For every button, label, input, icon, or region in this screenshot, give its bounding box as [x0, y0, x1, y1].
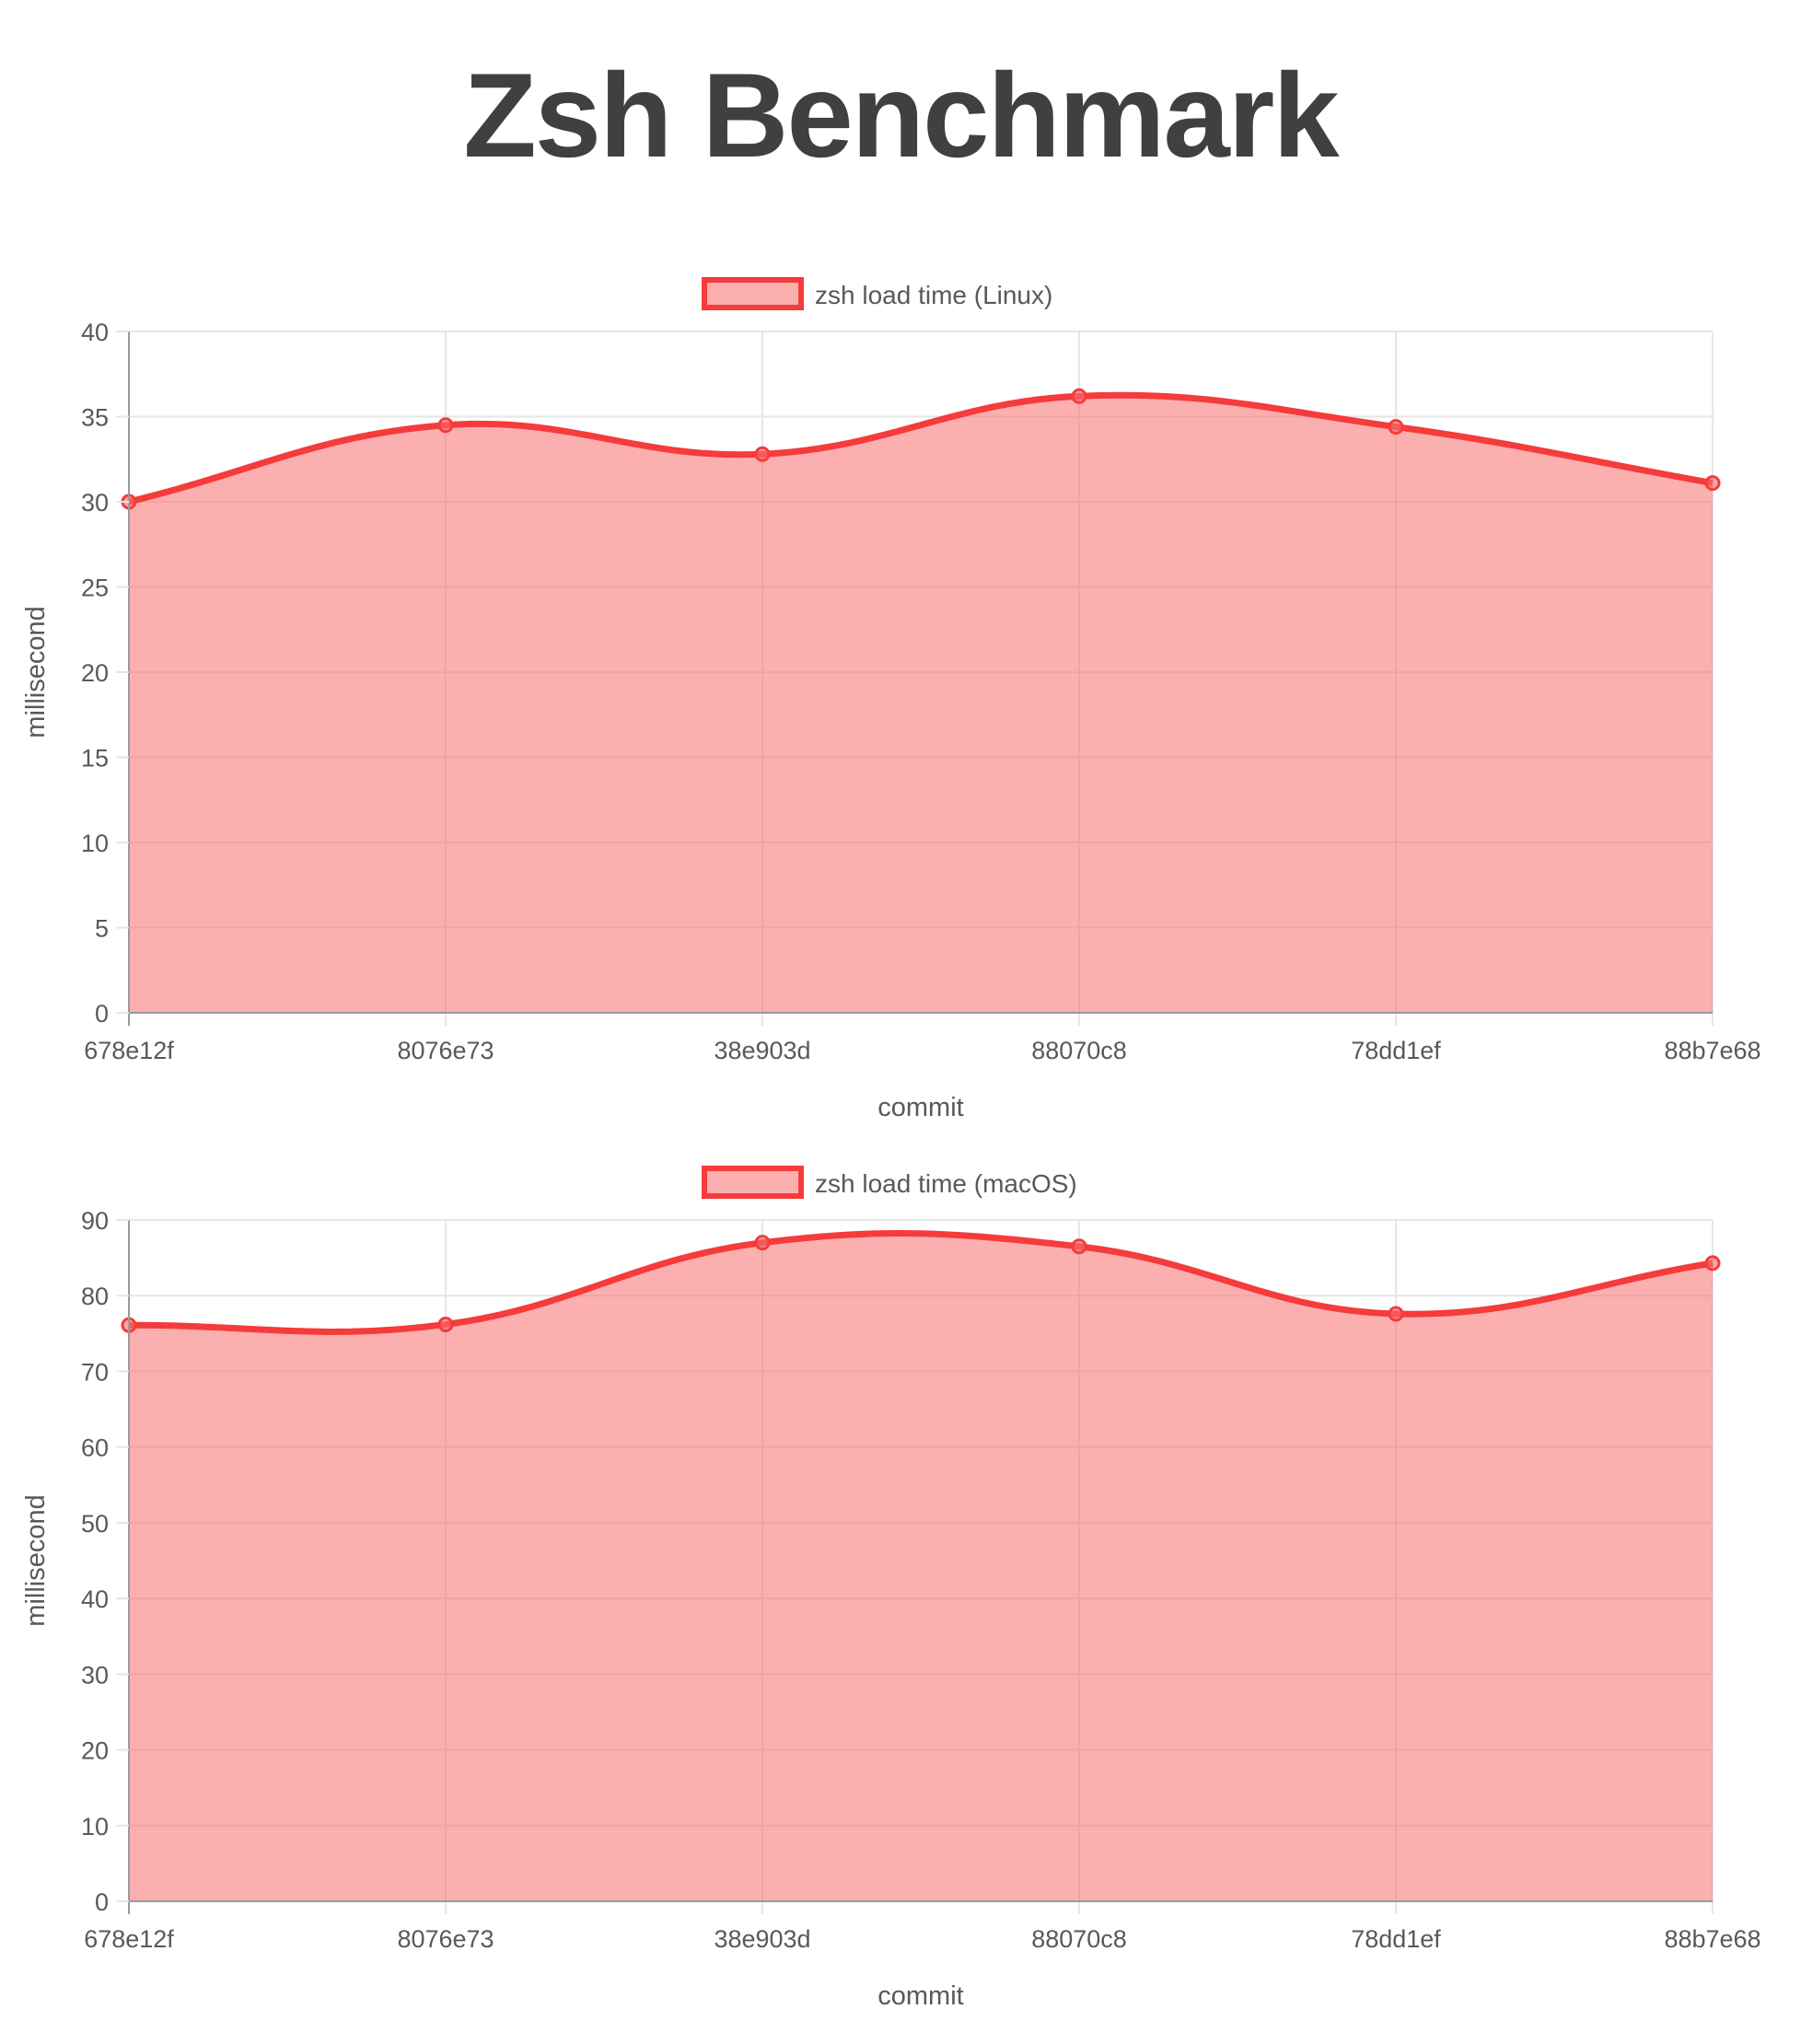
y-tick-label: 10	[81, 830, 109, 857]
page-title: Zsh Benchmark	[463, 48, 1339, 182]
y-tick-label: 80	[81, 1283, 109, 1310]
x-tick-label: 8076e73	[397, 1925, 494, 1953]
legend-label: zsh load time (macOS)	[815, 1169, 1077, 1198]
data-point-88b7e68	[1704, 475, 1721, 492]
x-tick-label: 88b7e68	[1664, 1925, 1760, 1953]
data-point-78dd1ef	[1388, 419, 1404, 436]
y-tick-label: 0	[95, 1888, 109, 1916]
chart-0-series-line	[128, 391, 1714, 505]
x-tick-label: 678e12f	[84, 1037, 174, 1064]
y-tick-label: 25	[81, 575, 109, 602]
x-tick-label: 78dd1ef	[1351, 1037, 1441, 1064]
x-tick-label: 8076e73	[397, 1037, 494, 1064]
y-tick-label: 10	[81, 1813, 109, 1841]
chart-1-series-line	[128, 1229, 1714, 1335]
y-tick-label: 90	[81, 1207, 109, 1235]
chart-0-y-axis-title: millisecond	[21, 606, 51, 737]
chart-1-area-fill	[129, 1233, 1713, 1901]
y-tick-label: 30	[81, 1661, 109, 1689]
x-tick-label: 88b7e68	[1664, 1037, 1760, 1064]
data-point-88070c8	[1071, 1238, 1087, 1255]
chart-0-x-axis-title: commit	[877, 1093, 963, 1122]
y-tick-label: 70	[81, 1358, 109, 1386]
chart-0-area-fill	[129, 395, 1713, 1013]
x-tick-label: 38e903d	[714, 1925, 810, 1953]
x-tick-label: 38e903d	[714, 1037, 810, 1064]
x-tick-label: 88070c8	[1031, 1037, 1127, 1064]
data-point-88070c8	[1071, 388, 1087, 404]
y-tick-label: 60	[81, 1434, 109, 1462]
x-tick-label: 678e12f	[84, 1925, 174, 1953]
linux-load-time-chart: zsh load time (Linux) 0 5 10 15 20 25 30 35 40 678…	[21, 277, 1761, 1122]
macos-load-time-chart: zsh load time (macOS) 0 10 20 30 40 50 60 70 80 90…	[21, 1166, 1761, 2011]
chart-1-y-axis-title: millisecond	[21, 1494, 51, 1626]
x-tick-label: 88070c8	[1031, 1925, 1127, 1953]
y-tick-label: 40	[81, 1585, 109, 1613]
data-point-38e903d	[754, 446, 771, 462]
data-point-8076e73	[437, 1316, 454, 1332]
legend-swatch	[702, 1166, 804, 1199]
x-tick-label: 78dd1ef	[1351, 1925, 1441, 1953]
chart-1-x-axis-title: commit	[877, 1981, 963, 2011]
y-tick-label: 35	[81, 404, 109, 432]
data-point-8076e73	[437, 417, 454, 434]
legend-label: zsh load time (Linux)	[815, 281, 1052, 309]
y-tick-label: 5	[95, 915, 109, 943]
y-tick-label: 15	[81, 745, 109, 772]
y-tick-label: 0	[95, 1000, 109, 1028]
data-point-88b7e68	[1704, 1255, 1721, 1272]
chart-0-legend: zsh load time (Linux)	[702, 277, 1052, 310]
y-tick-label: 30	[81, 489, 109, 517]
chart-1-legend: zsh load time (macOS)	[702, 1166, 1077, 1199]
y-tick-label: 40	[81, 319, 109, 346]
data-point-78dd1ef	[1388, 1306, 1404, 1322]
y-tick-label: 20	[81, 659, 109, 687]
legend-swatch	[702, 277, 804, 310]
y-tick-label: 50	[81, 1510, 109, 1538]
y-tick-label: 20	[81, 1737, 109, 1765]
data-point-38e903d	[754, 1235, 771, 1251]
